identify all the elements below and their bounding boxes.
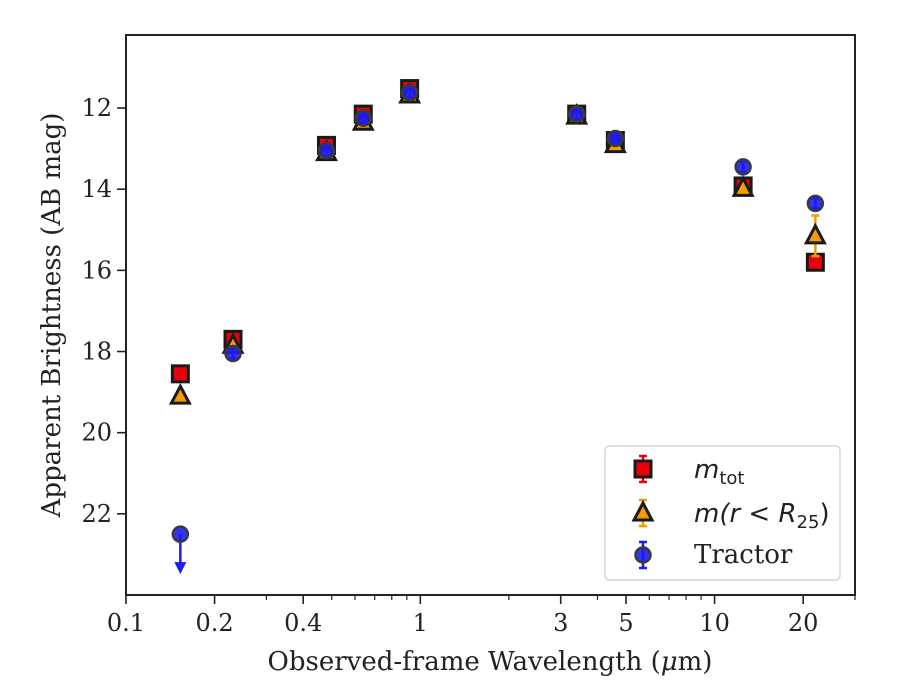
mtot-point	[170, 364, 190, 384]
data-points	[168, 79, 827, 575]
y-tick-label: 18	[81, 338, 112, 366]
legend-mr25-marker	[631, 499, 655, 522]
x-tick-label: 20	[788, 609, 819, 637]
legend-tractor-marker	[634, 546, 652, 564]
tractor-upper-limit-arrowhead	[174, 562, 187, 575]
y-axis-ticks: 12 14 16 18 20 22	[81, 94, 126, 528]
mr25-point	[731, 175, 755, 197]
mr25-point	[168, 382, 192, 405]
x-axis-label: Observed-frame Wavelength (μm)	[268, 647, 713, 677]
x-tick-label: 0.4	[284, 609, 322, 637]
tractor-point	[734, 158, 752, 176]
x-tick-label: 0.2	[196, 609, 234, 637]
tractor-point	[224, 344, 242, 363]
y-tick-label: 12	[81, 94, 112, 122]
x-axis-ticks: 0.1 0.2 0.4 1 3 5 10 20	[107, 595, 819, 637]
x-tick-label: 5	[618, 609, 633, 637]
legend-label-mtot: mtot	[694, 455, 744, 489]
tractor-point	[354, 109, 373, 127]
y-tick-label: 22	[81, 500, 112, 528]
legend-mtot-marker	[633, 459, 653, 479]
y-tick-label: 16	[81, 256, 112, 284]
legend-markers	[631, 454, 655, 570]
tractor-point	[171, 525, 190, 543]
mr25-point	[803, 222, 827, 245]
plot-frame	[125, 34, 856, 596]
legend-label-tractor: Tractor	[694, 540, 793, 570]
x-tick-label: 10	[699, 609, 730, 637]
legend-box	[604, 445, 841, 581]
tractor-point	[400, 83, 419, 102]
x-tick-label: 3	[553, 609, 568, 637]
x-tick-label: 0.1	[107, 609, 145, 637]
x-tick-label: 1	[413, 609, 428, 637]
y-tick-label: 14	[81, 175, 112, 203]
y-axis-label: Apparent Brightness (AB mag)	[37, 113, 67, 519]
tractor-point	[567, 105, 586, 123]
y-tick-label: 20	[81, 419, 112, 447]
legend: mtot m(r < R25) Tractor	[604, 445, 841, 581]
legend-label-mr25: m(r < R25)	[694, 499, 830, 533]
tractor-point	[606, 129, 625, 148]
tractor-point	[806, 194, 825, 213]
tractor-point	[317, 141, 336, 160]
